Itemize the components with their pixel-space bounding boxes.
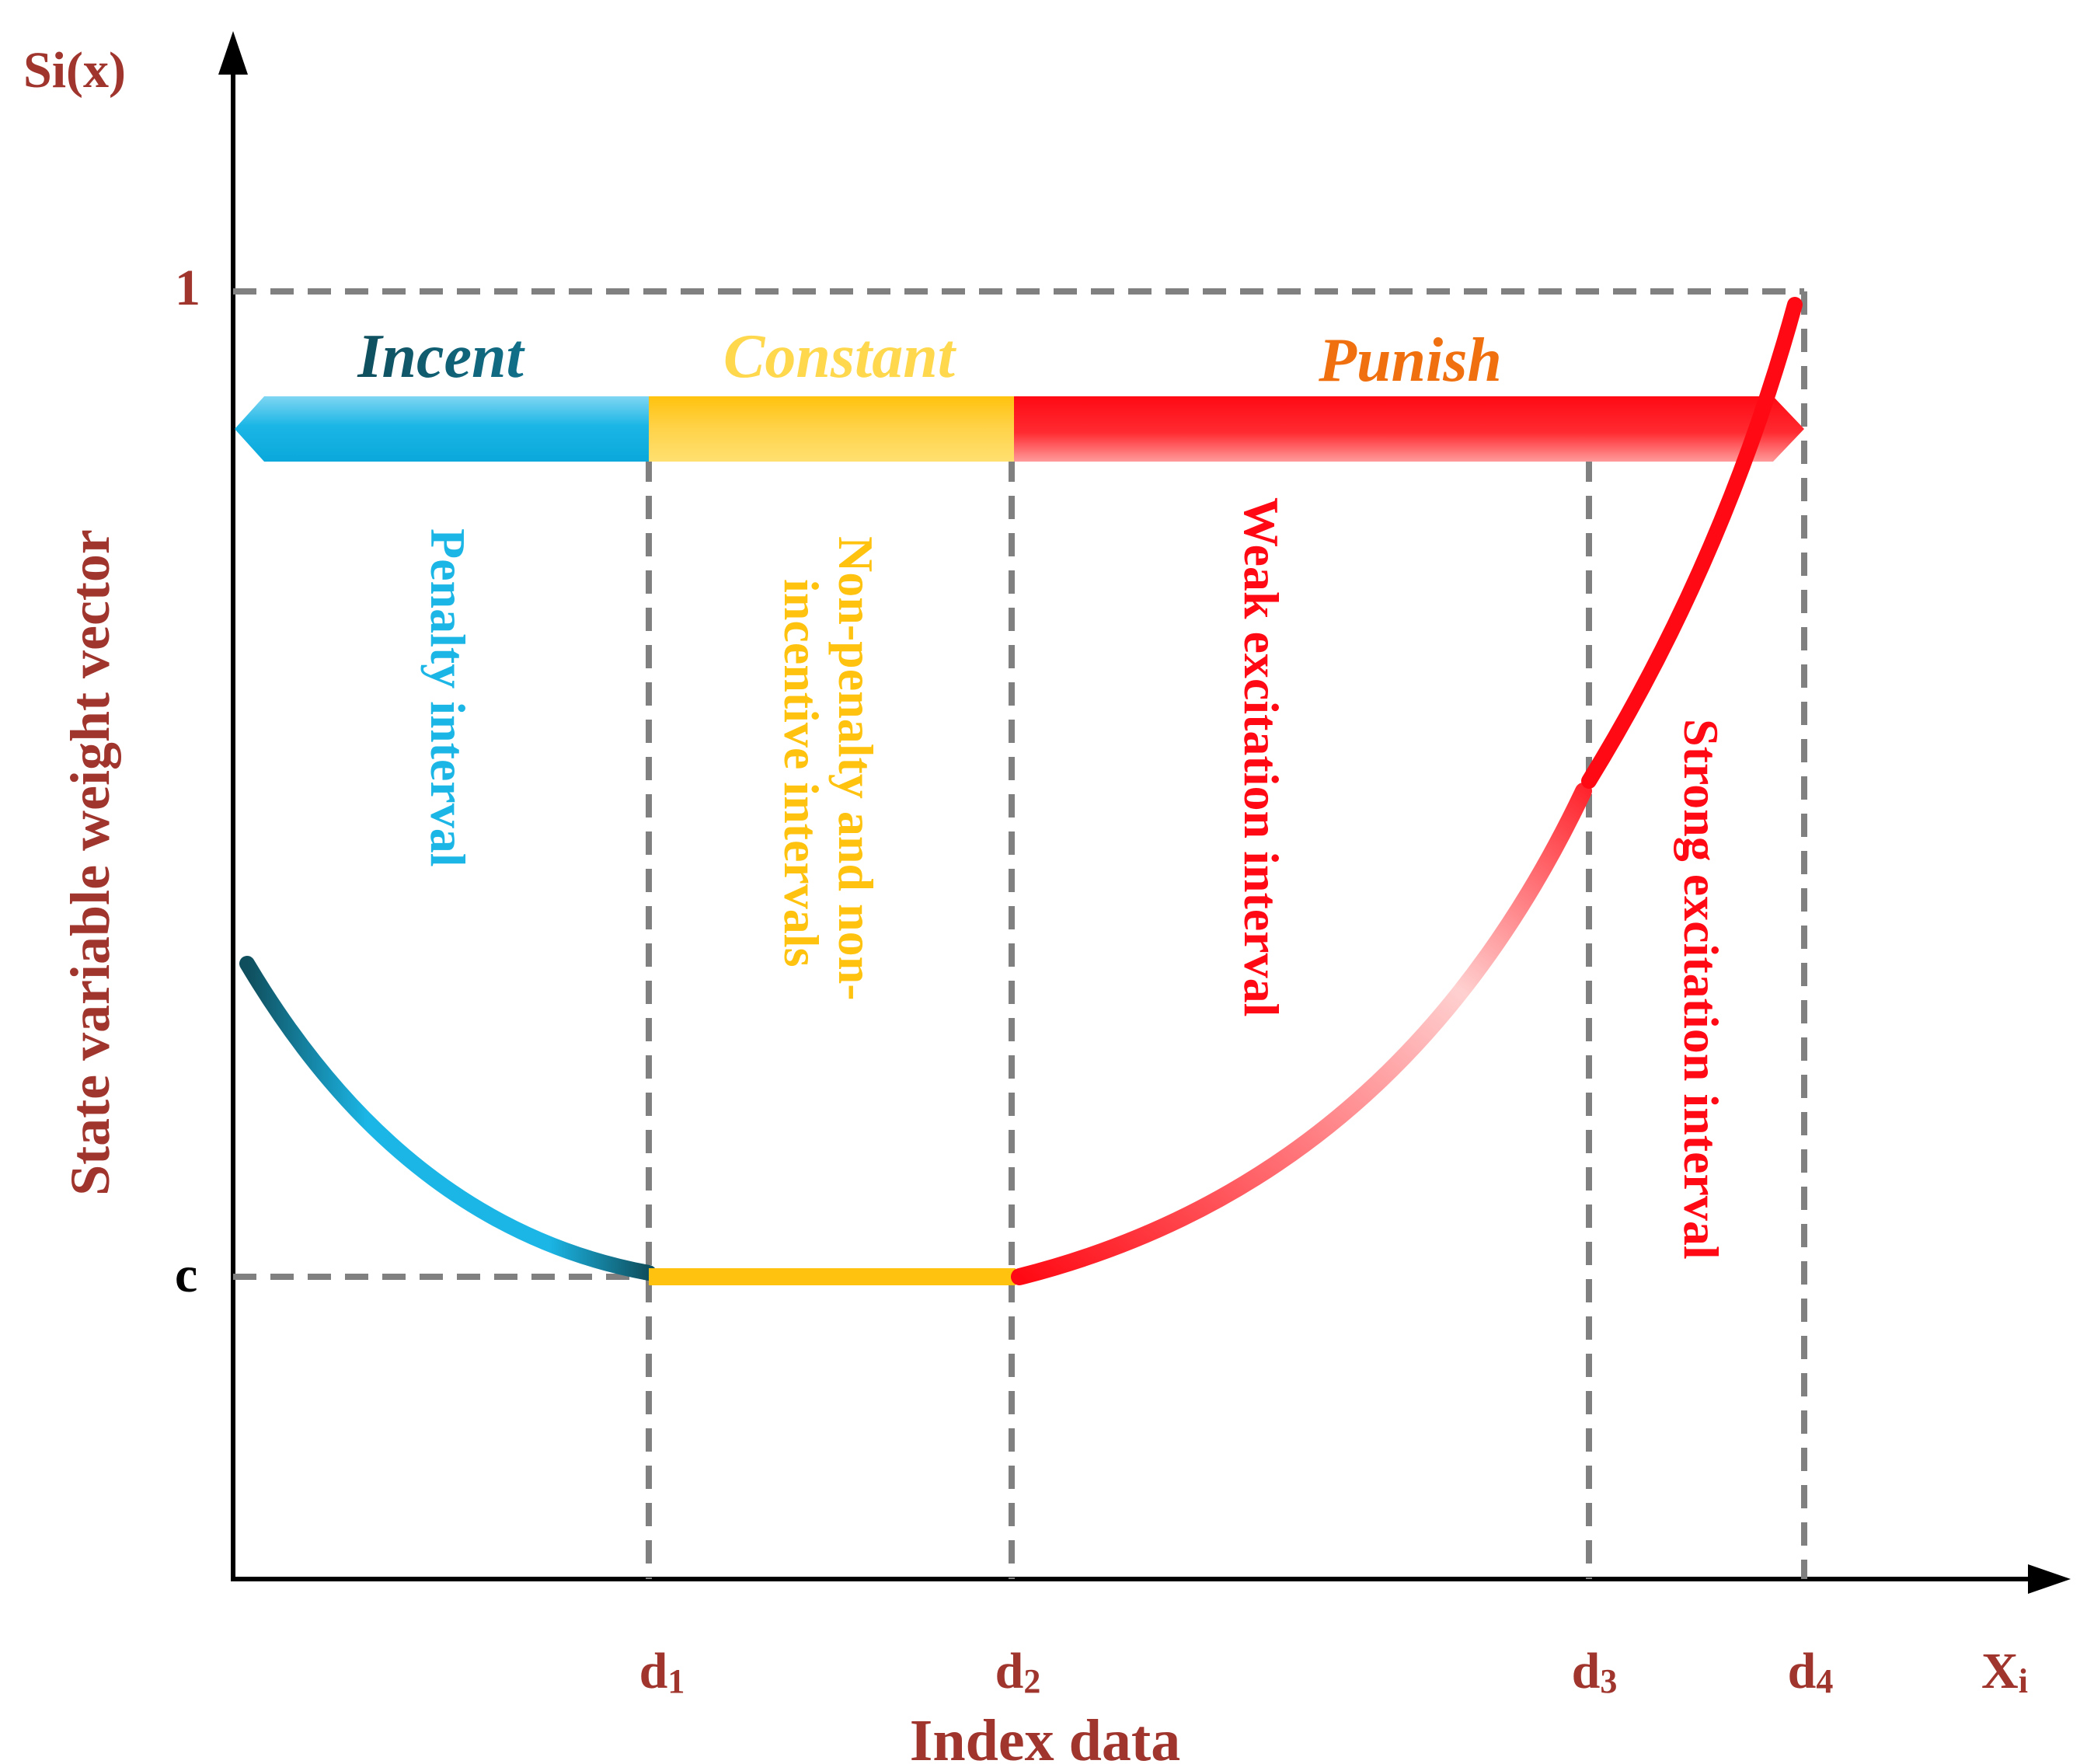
weight-curves [239,297,1803,1285]
strong-interval-label: Strong excitation interval [1674,719,1729,1260]
interval-labels: Penalty interval Non-penalty and non- in… [420,497,1729,1260]
x-axis-title: Index data [910,1708,1180,1764]
incent-label: Incent [357,322,525,391]
y-axis-symbol: Si(x) [23,42,126,99]
constant-label: Constant [723,322,957,391]
neutral-interval-label-line2: incentive intervals [774,579,829,967]
weak-interval-label: Weak excitation interval [1234,497,1289,1016]
x-tick-d1: d1 [639,1643,685,1700]
interval-band-arrow [235,396,1804,462]
constant-band [649,396,1016,462]
x-tick-d2: d2 [995,1643,1041,1700]
y-tick-c: c [175,1246,197,1303]
penalty-curve [239,956,657,1281]
axis-labels: Si(x) 1 c State variable weight vector d… [23,42,2028,1764]
y-axis-arrowhead [218,31,248,75]
penalty-interval-label: Penalty interval [420,528,476,866]
x-tick-d4: d4 [1788,1643,1834,1700]
punish-label: Punish [1318,326,1502,395]
y-tick-one: 1 [175,260,200,316]
neutral-interval-label-line1: Non-penalty and non- [828,536,883,1001]
guide-lines [233,288,1807,1579]
band-labels: Incent Constant Punish [357,322,1502,395]
y-axis-title: State variable weight vector [59,529,121,1196]
incent-band [235,396,649,462]
axes [218,31,2071,1594]
x-tick-d3: d3 [1572,1643,1618,1700]
punish-band [1014,396,1804,462]
weak-excitation-curve [1011,783,1592,1285]
x-axis-symbol: Xi [1981,1643,2028,1700]
x-axis-arrowhead [2028,1564,2071,1594]
strong-excitation-curve [1581,297,1803,789]
